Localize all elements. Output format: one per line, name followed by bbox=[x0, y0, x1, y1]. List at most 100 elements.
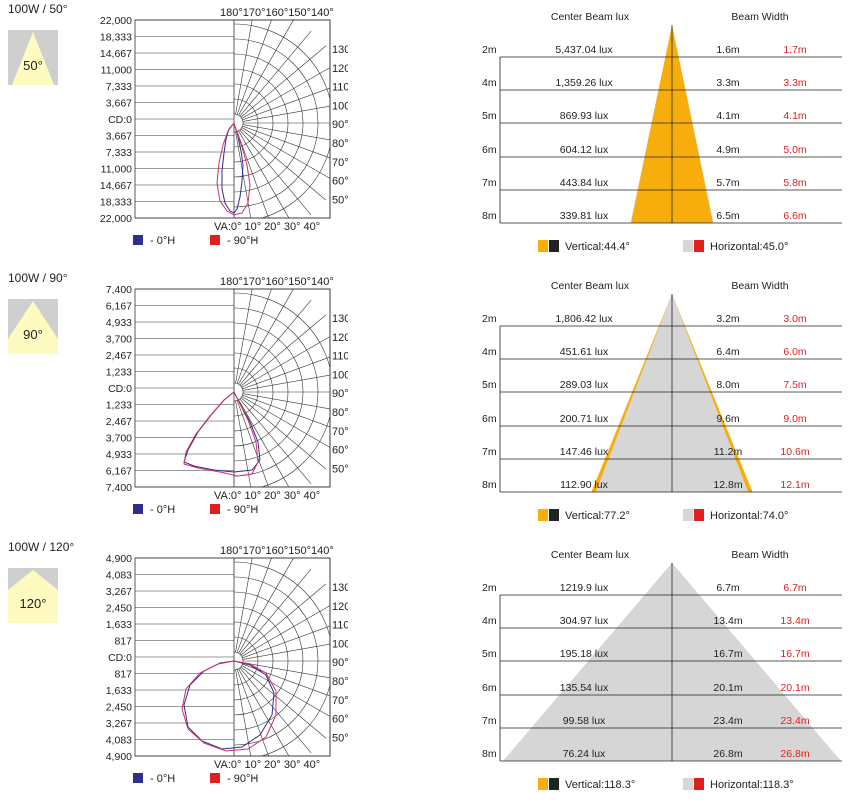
right-angle-label: 60° bbox=[332, 445, 348, 457]
beam-angle-label: 120° bbox=[19, 596, 47, 611]
section-title: 100W / 50° bbox=[8, 2, 68, 16]
cd-tick-label: 1,233 bbox=[106, 400, 132, 412]
right-angle-label: 110° bbox=[332, 82, 348, 94]
beam-width-horizontal: 4.1m bbox=[783, 110, 807, 122]
center-beam-lux-value: 195.18 lux bbox=[560, 648, 609, 660]
polar-radial-line bbox=[242, 663, 347, 703]
legend-swatch-icon bbox=[133, 504, 143, 514]
polar-radial-line bbox=[242, 125, 347, 165]
right-angle-label: 80° bbox=[332, 138, 348, 150]
legend-swatch-icon bbox=[210, 235, 220, 245]
cd-tick-label: 1,633 bbox=[106, 619, 132, 631]
center-beam-lux-value: 112.90 lux bbox=[560, 479, 608, 491]
header-center-beam-lux: Center Beam lux bbox=[551, 11, 630, 23]
legend-horizontal: Horizontal:118.3° bbox=[710, 779, 794, 791]
cd-tick-label: 4,083 bbox=[106, 570, 132, 582]
legend-swatch-icon bbox=[538, 778, 548, 790]
distance-label: 4m bbox=[482, 77, 497, 89]
distance-label: 7m bbox=[482, 177, 497, 189]
light-cone-icon bbox=[8, 568, 58, 623]
right-angle-label: 90° bbox=[332, 119, 348, 131]
beam-width-vertical: 1.6m bbox=[716, 44, 740, 56]
cd-tick-label: 6,167 bbox=[106, 466, 132, 478]
curve-90h bbox=[181, 660, 277, 752]
right-angle-label: 100° bbox=[332, 100, 348, 112]
polar-radial-line bbox=[239, 129, 312, 216]
photometric-section: 100W / 120° 120° 4,900 4,083 3,267 2,450 1,6… bbox=[0, 538, 862, 805]
legend-swatch-icon bbox=[549, 240, 559, 252]
curve-90h bbox=[216, 122, 251, 216]
polar-radial-line bbox=[241, 665, 339, 722]
distance-label: 5m bbox=[482, 648, 497, 660]
distance-label: 6m bbox=[482, 682, 497, 694]
polar-radial-line bbox=[241, 331, 339, 388]
curve-0h bbox=[221, 122, 244, 214]
bottom-angle-labels: VA:0° 10° 20° 30° 40° bbox=[214, 759, 320, 771]
beam-width-vertical: 3.2m bbox=[716, 313, 740, 325]
polar-radial-line bbox=[242, 619, 347, 659]
legend-horizontal: Horizontal:74.0° bbox=[710, 510, 788, 522]
cd-tick-label: 7,400 bbox=[106, 482, 132, 494]
center-beam-lux-value: 1,806.42 lux bbox=[555, 313, 613, 325]
cd-tick-label: 7,333 bbox=[106, 147, 132, 159]
polar-radial-line bbox=[236, 10, 276, 115]
section-title: 100W / 90° bbox=[8, 271, 68, 285]
right-angle-label: 130° bbox=[332, 313, 348, 325]
legend-vertical: Vertical:44.4° bbox=[565, 241, 630, 253]
section-title: 100W / 120° bbox=[8, 540, 75, 554]
photometric-section: 100W / 90° 90° 7,400 6,167 4,933 3,700 2,467… bbox=[0, 269, 862, 536]
top-angle-labels: 180°170°160°150°140° bbox=[220, 545, 334, 557]
polar-radial-line bbox=[242, 350, 347, 390]
polar-radial-line bbox=[241, 600, 339, 657]
beam-width-horizontal: 12.1m bbox=[780, 479, 809, 491]
cd-tick-label: CD:0 bbox=[108, 652, 132, 664]
right-angle-label: 100° bbox=[332, 369, 348, 381]
cd-tick-label: 1,633 bbox=[106, 685, 132, 697]
polar-radial-line bbox=[240, 314, 327, 387]
beam-width-horizontal: 6.7m bbox=[783, 582, 807, 594]
distance-label: 7m bbox=[482, 446, 497, 458]
legend-swatch-icon bbox=[683, 778, 693, 790]
polar-candela-chart: 4,900 4,083 3,267 2,450 1,633 817 CD:0 817 1,633… bbox=[106, 538, 348, 798]
header-center-beam-lux: Center Beam lux bbox=[551, 280, 630, 292]
polar-radial-line bbox=[238, 399, 295, 497]
polar-radial-line bbox=[240, 583, 327, 656]
right-angle-label: 70° bbox=[332, 695, 348, 707]
polar-radial-line bbox=[238, 556, 295, 654]
distance-label: 4m bbox=[482, 346, 497, 358]
beam-width-vertical: 26.8m bbox=[713, 748, 742, 760]
cd-tick-label: 3,700 bbox=[106, 334, 132, 346]
cd-tick-label: 4,083 bbox=[106, 735, 132, 747]
beam-width-vertical: 4.9m bbox=[716, 144, 740, 156]
beam-spread-chart: Center Beam lux Beam Width 2m 1219.9 lux 6.7… bbox=[482, 549, 842, 791]
light-cone-icon bbox=[8, 299, 58, 354]
polar-radial-line bbox=[236, 279, 276, 384]
polar-radial-line bbox=[242, 81, 347, 121]
beam-width-horizontal: 3.0m bbox=[783, 313, 807, 325]
beam-width-horizontal: 23.4m bbox=[780, 715, 809, 727]
cd-tick-label: 3,267 bbox=[106, 718, 132, 730]
right-angle-label: 70° bbox=[332, 157, 348, 169]
distance-label: 8m bbox=[482, 748, 497, 760]
beam-spread-chart: Center Beam lux Beam Width 2m 5,437.04 lux 1… bbox=[482, 11, 842, 253]
cd-tick-label: 4,900 bbox=[106, 553, 132, 565]
cd-tick-label: 18,333 bbox=[100, 197, 132, 209]
beam-width-horizontal: 16.7m bbox=[780, 648, 809, 660]
cd-tick-label: 3,267 bbox=[106, 586, 132, 598]
right-angle-label: 80° bbox=[332, 676, 348, 688]
beam-width-vertical: 23.4m bbox=[713, 715, 742, 727]
cd-tick-label: 11,000 bbox=[101, 65, 132, 77]
light-cone-icon bbox=[8, 30, 58, 85]
right-angle-label: 110° bbox=[332, 351, 348, 363]
legend-swatch-icon bbox=[549, 509, 559, 521]
legend-swatch-icon bbox=[210, 504, 220, 514]
right-angle-label: 80° bbox=[332, 407, 348, 419]
right-angle-label: 70° bbox=[332, 426, 348, 438]
photometric-section: 100W / 50° 50° 22,000 18,333 14,667 11,000 7… bbox=[0, 0, 862, 267]
cd-tick-label: 4,933 bbox=[106, 449, 132, 461]
beam-width-vertical: 13.4m bbox=[713, 615, 742, 627]
beam-width-vertical: 16.7m bbox=[713, 648, 742, 660]
legend-label-0h: - 0°H bbox=[150, 235, 175, 247]
distance-label: 5m bbox=[482, 110, 497, 122]
beam-width-horizontal: 26.8m bbox=[780, 748, 809, 760]
